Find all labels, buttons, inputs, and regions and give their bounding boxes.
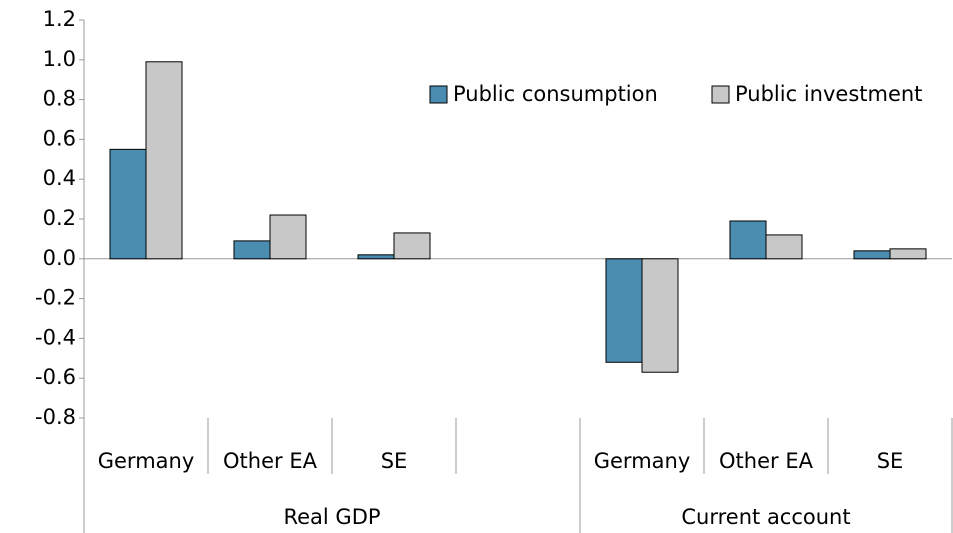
bar	[145, 61, 183, 260]
y-tick-label: 1.2	[43, 7, 76, 31]
legend-swatch	[711, 85, 730, 104]
bar	[393, 232, 431, 260]
bar	[357, 254, 395, 260]
y-tick-label: 1.0	[43, 47, 76, 71]
x-tick-label: Germany	[98, 449, 195, 473]
y-tick-label: 0.4	[43, 166, 76, 190]
x-tick-label: Other EA	[719, 449, 814, 473]
group-label: Real GDP	[283, 505, 380, 529]
legend-swatch	[429, 85, 448, 104]
bar	[641, 258, 679, 373]
y-tick-label: 0.6	[43, 126, 76, 150]
bar	[605, 258, 643, 363]
x-tick-label: Other EA	[223, 449, 318, 473]
x-tick-label: SE	[381, 449, 408, 473]
y-tick-label: 0.8	[43, 87, 76, 111]
group-label: Current account	[681, 505, 850, 529]
legend-label: Public investment	[735, 82, 922, 106]
y-tick-label: 0.2	[43, 206, 76, 230]
bar	[233, 240, 271, 260]
bar	[729, 220, 767, 260]
y-tick-label: -0.4	[35, 325, 76, 349]
bar	[109, 148, 147, 260]
x-tick-label: Germany	[594, 449, 691, 473]
y-tick-label: -0.2	[35, 286, 76, 310]
y-tick-label: -0.6	[35, 365, 76, 389]
x-tick-label: SE	[877, 449, 904, 473]
legend-label: Public consumption	[453, 82, 658, 106]
bar	[889, 248, 927, 260]
bar	[765, 234, 803, 260]
y-tick-label: -0.8	[35, 405, 76, 429]
y-tick-label: 0.0	[43, 246, 76, 270]
bar	[853, 250, 891, 260]
bar	[269, 214, 307, 260]
